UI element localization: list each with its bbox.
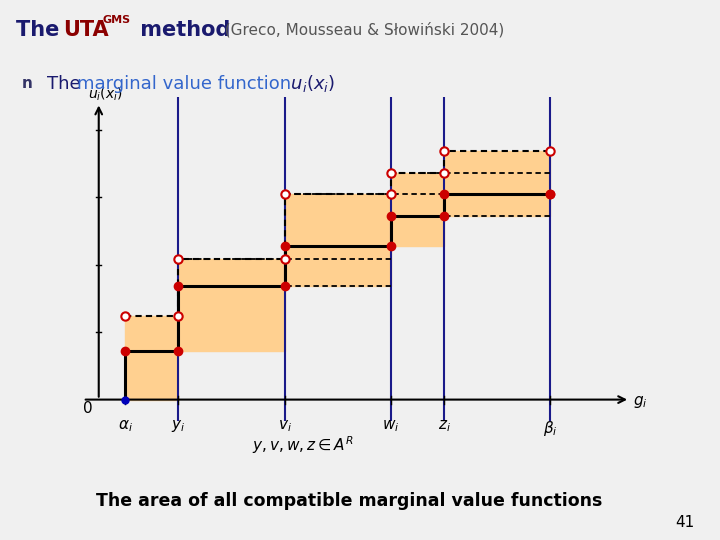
Text: The area of all compatible marginal value functions: The area of all compatible marginal valu… xyxy=(96,492,603,510)
Text: 0: 0 xyxy=(83,401,92,416)
Text: GMS: GMS xyxy=(103,15,131,25)
Text: $u_i(x_i)$: $u_i(x_i)$ xyxy=(88,85,123,103)
Text: $u_i(x_i)$: $u_i(x_i)$ xyxy=(285,73,336,94)
Text: UTA: UTA xyxy=(63,19,109,40)
Text: method: method xyxy=(133,19,230,40)
Text: $y_i$: $y_i$ xyxy=(171,418,186,435)
Text: marginal value function: marginal value function xyxy=(77,75,291,93)
Text: n: n xyxy=(22,76,32,91)
Text: $\alpha_i$: $\alpha_i$ xyxy=(118,418,132,434)
Text: $v_i$: $v_i$ xyxy=(278,418,292,434)
Text: The: The xyxy=(47,75,86,93)
Text: $\beta_i$: $\beta_i$ xyxy=(543,418,557,437)
Text: (Greco, Mousseau & Słowiński 2004): (Greco, Mousseau & Słowiński 2004) xyxy=(215,22,504,37)
Text: $w_i$: $w_i$ xyxy=(382,418,400,434)
Text: 41: 41 xyxy=(675,515,695,530)
Text: The: The xyxy=(16,19,66,40)
Text: $g_i$: $g_i$ xyxy=(633,394,647,410)
Text: $z_i$: $z_i$ xyxy=(438,418,451,434)
Text: $y, v, w, z \in A^R$: $y, v, w, z \in A^R$ xyxy=(251,435,354,456)
